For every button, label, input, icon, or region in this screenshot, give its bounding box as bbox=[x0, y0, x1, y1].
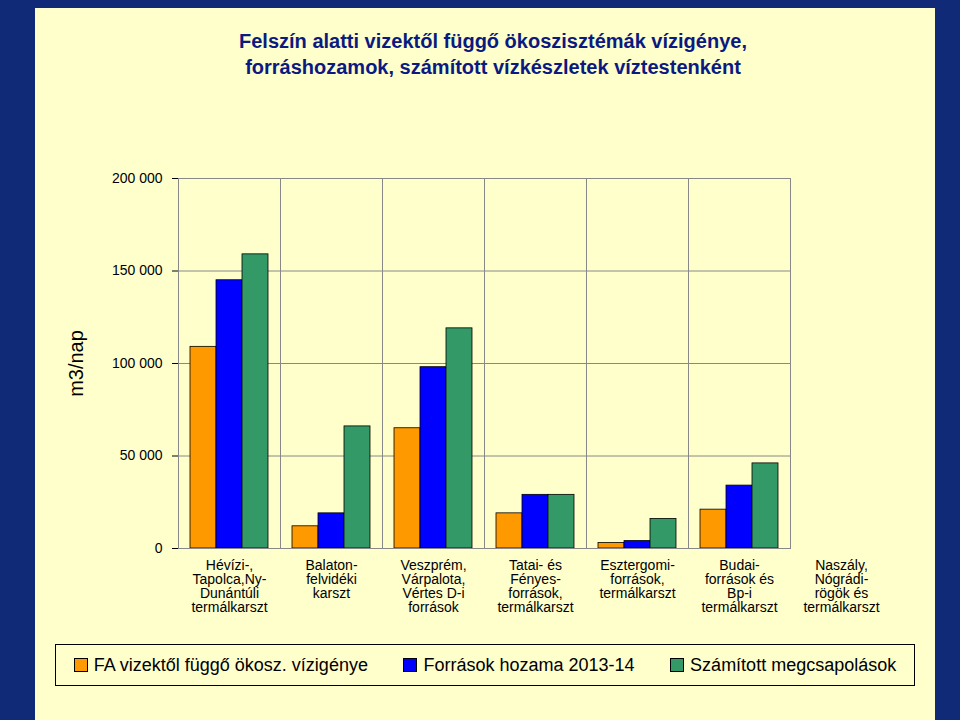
svg-text:Tatai- ésFényes-források,termá: Tatai- ésFényes-források,termálkarszt bbox=[497, 557, 573, 615]
svg-text:m3/nap: m3/nap bbox=[65, 330, 87, 397]
svg-text:Veszprém,Várpalota,Vértes D-if: Veszprém,Várpalota,Vértes D-iforrások bbox=[400, 557, 466, 615]
html-text:Számított megcsapolások: Számított megcsapolások bbox=[690, 654, 897, 675]
svg-text:Hévízi-,Tapolca,Ny-Dunántúlite: Hévízi-,Tapolca,Ny-Dunántúlitermálkarszt bbox=[191, 557, 267, 615]
svg-text:150 000: 150 000 bbox=[112, 262, 163, 278]
svg-text:50 000: 50 000 bbox=[120, 447, 163, 463]
html-text:FA vizektől függő ökosz. vízig: FA vizektől függő ökosz. vízigénye bbox=[93, 654, 368, 675]
svg-text:100 000: 100 000 bbox=[112, 355, 163, 371]
svg-text:200 000: 200 000 bbox=[112, 170, 163, 186]
svg-text:0: 0 bbox=[155, 540, 163, 556]
html-text:Források hozama 2013-14: Források hozama 2013-14 bbox=[423, 654, 635, 675]
svg-text:Budai-források ésBp-itermálkar: Budai-források ésBp-itermálkarszt bbox=[701, 557, 777, 615]
svg-text:Esztergomi-források,termálkars: Esztergomi-források,termálkarszt bbox=[599, 557, 675, 601]
svg-text:Naszály,Nógrádi-rögök éstermál: Naszály,Nógrádi-rögök éstermálkarszt bbox=[803, 557, 879, 615]
html-text:Felszín alatti vizektől függő: Felszín alatti vizektől függő ökosziszté… bbox=[239, 30, 747, 78]
svg-text:Balaton-felvidékikarszt: Balaton-felvidékikarszt bbox=[305, 557, 357, 601]
